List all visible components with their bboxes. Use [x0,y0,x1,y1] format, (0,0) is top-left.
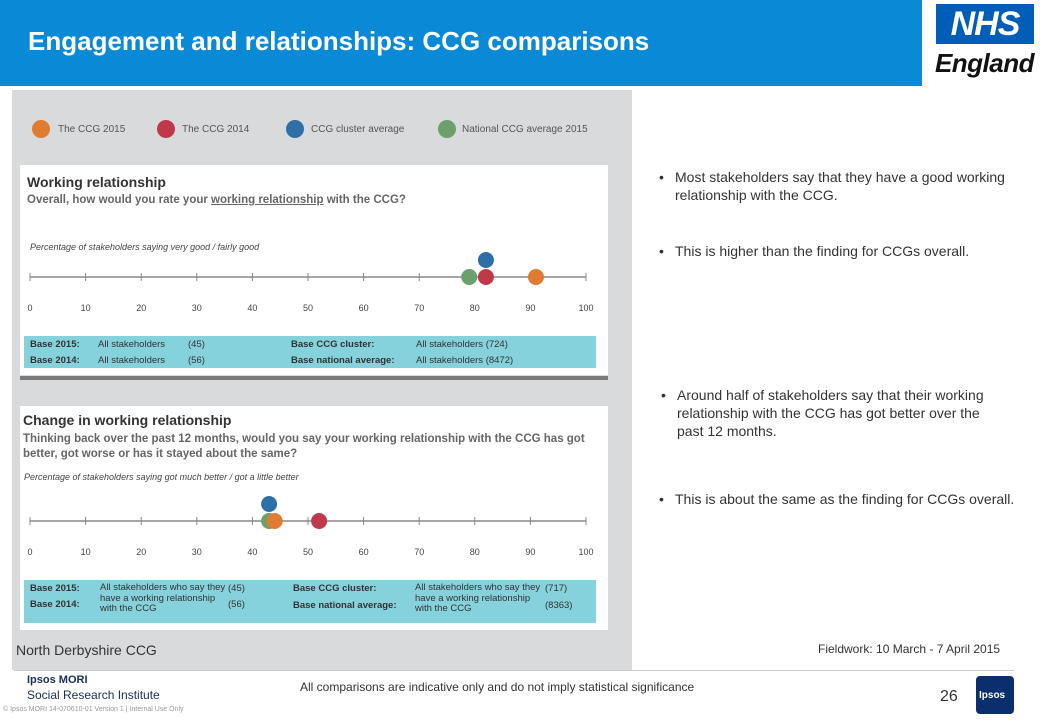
x-tick-label: 0 [27,547,32,557]
change-relationship-base: Base 2015: Base 2014: All stakeholders w… [24,580,596,623]
base-national-label: Base national average: [291,355,395,366]
working-relationship-chart: 0 10 20 30 40 50 60 70 80 90 100 [27,252,594,313]
base2-2015-label: Base 2015: [30,583,80,594]
base-2015-n: (45) [188,339,205,350]
base-cluster-label: Base CCG cluster: [291,339,375,350]
legal-text: © Ipsos MORI 14-070610-01 Version 1 | In… [3,706,184,713]
point-the-ccg-2014 [311,513,328,529]
x-tick-label: 80 [470,303,480,313]
x-tick-label: 100 [578,547,593,557]
legend-dot-national [438,120,456,138]
base2-national-n: (8363) [545,600,573,611]
bullet-got-better: Around half of stakeholders say that the… [661,386,997,440]
point-the-ccg-2015 [527,269,544,285]
section-divider [20,376,608,380]
legend-dot-ccg-2014 [157,120,175,138]
bullet-good-relationship: Most stakeholders say that they have a g… [659,168,1005,204]
bullet-higher-than-overall: This is higher than the finding for CCGs… [659,242,975,260]
base2-cluster-label: Base CCG cluster: [293,583,377,594]
page-title: Engagement and relationships: CCG compar… [28,26,650,56]
disclaimer: All comparisons are indicative only and … [300,680,695,694]
change-relationship-note: Percentage of stakeholders saying got mu… [24,472,299,482]
x-tick-label: 90 [525,303,535,313]
base-2015-group: All stakeholders [98,339,166,350]
base2-2014-n: (56) [228,599,245,610]
base-2014-n: (56) [188,355,205,366]
x-tick-label: 60 [359,303,369,313]
footer-divider [14,670,1014,671]
ccg-name: North Derbyshire CCG [16,642,157,658]
base2-group-right: All stakeholders who say they have a wor… [415,582,541,614]
base2-cluster-n: (717) [545,583,568,594]
x-tick-label: 100 [578,303,593,313]
x-tick-label: 20 [136,303,146,313]
base-national-value: All stakeholders (8472) [416,355,514,366]
base2-2014-label: Base 2014: [30,599,80,610]
point-ccg-cluster-average [261,496,278,512]
header-bar [0,0,922,86]
x-tick-label: 10 [81,303,91,313]
legend-dot-cluster [286,120,304,138]
base-2014-label: Base 2014: [30,355,80,366]
bullet-same-as-overall: This is about the same as the finding fo… [659,490,1020,508]
point-the-ccg-2014 [477,269,494,285]
base2-2015-n: (45) [228,583,245,594]
x-tick-label: 30 [192,303,202,313]
ipsos-logo-icon: Ipsos [976,676,1014,714]
change-relationship-title: Change in working relationship [23,412,232,428]
base-2014-group: All stakeholders [98,355,166,366]
legend-label-ccg-2015: The CCG 2015 [58,124,126,135]
change-relationship-question: Thinking back over the past 12 months, w… [23,433,585,460]
x-tick-label: 80 [470,547,480,557]
x-tick-label: 10 [81,547,91,557]
working-relationship-note: Percentage of stakeholders saying very g… [30,242,260,252]
nhs-england-logo: England [934,48,1035,78]
point-national-ccg-average-2015 [461,269,478,285]
x-tick-label: 50 [303,547,313,557]
x-tick-label: 0 [27,303,32,313]
x-tick-label: 20 [136,547,146,557]
x-tick-label: 50 [303,303,313,313]
nhs-logo: NHS [936,4,1034,44]
working-relationship-base: Base 2015: All stakeholders (45) Base 20… [24,336,596,368]
x-tick-label: 70 [414,547,424,557]
change-relationship-chart: 0 10 20 30 40 50 60 70 80 90 100 [27,496,594,557]
legend-label-national: National CCG average 2015 [462,124,588,135]
x-tick-label: 30 [192,547,202,557]
ipsos-mori-subtitle: Social Research Institute [27,688,160,702]
x-tick-label: 70 [414,303,424,313]
x-tick-label: 40 [247,547,257,557]
x-tick-label: 90 [525,547,535,557]
fieldwork-dates: Fieldwork: 10 March - 7 April 2015 [818,642,1001,656]
base2-national-label: Base national average: [293,600,397,611]
working-relationship-question: Overall, how would you rate your working… [27,194,406,206]
base-2015-label: Base 2015: [30,339,80,350]
legend-dot-ccg-2015 [32,120,50,138]
point-the-ccg-2015 [266,513,283,529]
legend-label-ccg-2014: The CCG 2014 [182,124,250,135]
base2-group: All stakeholders who say they have a wor… [100,582,226,614]
point-ccg-cluster-average [477,252,494,268]
page-number: 26 [940,688,958,705]
legend-label-cluster: CCG cluster average [311,124,405,135]
x-tick-label: 40 [247,303,257,313]
base-cluster-value: All stakeholders (724) [416,339,508,350]
ipsos-mori-logo: Ipsos MORI [27,674,88,686]
x-tick-label: 60 [359,547,369,557]
working-relationship-title: Working relationship [27,174,166,190]
